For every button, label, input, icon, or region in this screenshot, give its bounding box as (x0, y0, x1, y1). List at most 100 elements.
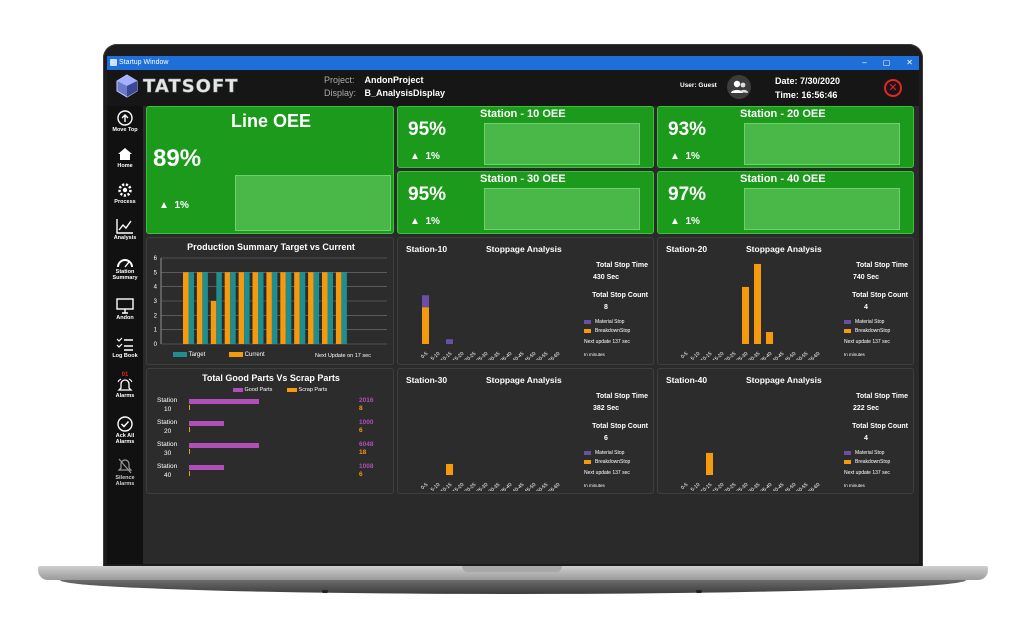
bell-off-icon (117, 458, 133, 474)
sidebar-item-home[interactable]: Home (107, 146, 143, 169)
laptop-foot (322, 590, 328, 593)
x-tick-label: 50-55 (536, 482, 550, 491)
station-oee-bar (744, 188, 900, 230)
good-parts-bar (189, 465, 224, 470)
y-tick-label: 4 (154, 285, 158, 291)
close-icon: ✕ (888, 82, 898, 94)
x-tick-label: 20-25 (724, 351, 738, 360)
station-20-oee-panel[interactable]: Station - 20 OEE 93% ▲ 1% (657, 106, 914, 168)
x-tick-label: 20-25 (464, 351, 478, 360)
sidebar-item-analysis[interactable]: Analysis (107, 218, 143, 241)
legend-breakdown-stop: BreakdownStop (584, 328, 630, 334)
line-oee-panel[interactable]: Line OEE 89% ▲ 1% (146, 106, 394, 234)
maximize-button[interactable]: ▢ (882, 58, 891, 67)
x-tick-label: 15-20 (452, 351, 466, 360)
sidebar-item-label: Andon (116, 315, 134, 321)
station-10-oee-panel[interactable]: Station - 10 OEE 95% ▲ 1% (397, 106, 654, 168)
minimize-button[interactable]: – (862, 58, 867, 67)
close-window-button[interactable]: ✕ (906, 58, 913, 67)
sidebar-item-alarms[interactable]: 01 Alarms (107, 372, 143, 399)
sidebar-item-andon[interactable]: Andon (107, 298, 143, 321)
station-40-oee-panel[interactable]: Station - 40 OEE 97% ▲ 1% (657, 171, 914, 234)
scrap-parts-value: 6 (359, 427, 363, 434)
sidebar-item-move-top[interactable]: Move Top (107, 110, 143, 133)
legend-scrap: Scrap Parts (287, 387, 327, 393)
bar-target (327, 272, 333, 344)
station-40-stoppage-panel: Station-40 Stoppage Analysis Total Stop Ti… (657, 368, 914, 494)
sidebar-item-ack-all-alarms[interactable]: Ack All Alarms (107, 416, 143, 445)
stoppage-title: Stoppage Analysis (486, 375, 562, 385)
station-oee-bar (744, 123, 900, 165)
exit-app-button[interactable]: ✕ (884, 79, 902, 97)
arrow-up-circle-icon (117, 110, 133, 126)
total-stop-time-label: Total Stop Time (856, 262, 908, 269)
scrap-parts-bar (189, 449, 190, 454)
legend-material-stop: Material Stop (584, 450, 624, 456)
x-tick-label: 10-15 (440, 351, 454, 360)
check-circle-icon (117, 416, 133, 432)
window-titlebar: Startup Window – ▢ ✕ (107, 56, 919, 70)
stoppage-station-label: Station-20 (666, 244, 708, 254)
sidebar-item-silence-alarms[interactable]: Silence Alarms (107, 458, 143, 487)
x-tick-label: 5-10 (430, 482, 442, 491)
time-label: Time: 16:56:46 (775, 90, 838, 100)
bar-current (210, 301, 217, 344)
sidebar-item-label: Alarms (115, 393, 135, 399)
station-label: Station (157, 397, 178, 404)
good-parts-value: 1000 (359, 419, 374, 426)
next-update-label: Next update 137 sec (844, 339, 890, 345)
x-tick-label: 25-30 (476, 482, 490, 491)
legend-material-stop: Material Stop (844, 450, 884, 456)
project-value: AndonProject (364, 75, 424, 85)
x-tick-label: 0-5 (680, 482, 690, 491)
x-tick-label: 15-20 (712, 482, 726, 491)
user-label: User: Guest (680, 82, 717, 89)
legend-material-stop: Material Stop (844, 319, 884, 325)
stoppage-chart: 0-5 5-1010-1515-2020-2525-3030-3535-4040-… (680, 263, 822, 360)
unit-label: In minutes (584, 483, 605, 488)
total-stop-count-label: Total Stop Count (852, 292, 908, 299)
x-tick-label: 25-30 (736, 482, 750, 491)
scrap-parts-bar (189, 405, 190, 410)
x-tick-label: 35-40 (500, 482, 514, 491)
sidebar-item-log-book[interactable]: Log Book (107, 336, 143, 359)
station-label: Station (157, 463, 178, 470)
bar-material-stop (422, 295, 429, 308)
x-tick-label: 0-5 (420, 482, 430, 491)
bar-target (313, 272, 320, 344)
scrap-parts-value: 6 (359, 471, 363, 478)
total-stop-time-value: 382 Sec (592, 405, 620, 412)
x-tick-label: 45-50 (784, 482, 798, 491)
good-parts-bar (189, 399, 259, 404)
sidebar-item-process[interactable]: Process (107, 182, 143, 205)
user-avatar[interactable] (727, 75, 751, 99)
station-oee-delta: ▲ 1% (410, 151, 440, 162)
x-tick-label: 30-35 (488, 351, 502, 360)
display-value: B_AnalysisDisplay (364, 88, 446, 98)
bar-current (238, 272, 245, 344)
x-tick-label: 55-60 (808, 351, 822, 360)
production-summary-title: Production Summary Target vs Current (187, 242, 355, 252)
scrap-parts-value: 18 (359, 449, 367, 456)
laptop-notch (462, 566, 562, 572)
bar-current (266, 272, 272, 344)
total-stop-count-label: Total Stop Count (592, 292, 648, 299)
line-oee-title: Line OEE (230, 111, 311, 131)
station-oee-title: Station - 20 OEE (740, 108, 826, 120)
total-stop-time-label: Total Stop Time (596, 262, 648, 269)
bar-target (271, 272, 278, 344)
bar-current (252, 272, 258, 344)
line-oee-delta: ▲ 1% (159, 200, 189, 211)
x-tick-label: 55-60 (548, 482, 562, 491)
station-30-oee-panel[interactable]: Station - 30 OEE 95% ▲ 1% (397, 171, 654, 234)
total-stop-time-value: 430 Sec (592, 274, 620, 281)
sidebar-item-station-summary[interactable]: Station Summary (107, 256, 143, 281)
x-tick-label: 0-5 (420, 351, 430, 360)
x-tick-label: 10-15 (440, 482, 454, 491)
trend-up-icon: ▲ (670, 151, 680, 162)
production-chart: 0 1 2 3 4 5 6 (154, 256, 387, 348)
station-label: Station (157, 441, 178, 448)
x-tick-label: 25-30 (736, 351, 750, 360)
sidebar-item-label: Station Summary (112, 269, 138, 281)
station-oee-value: 95% (408, 184, 447, 205)
